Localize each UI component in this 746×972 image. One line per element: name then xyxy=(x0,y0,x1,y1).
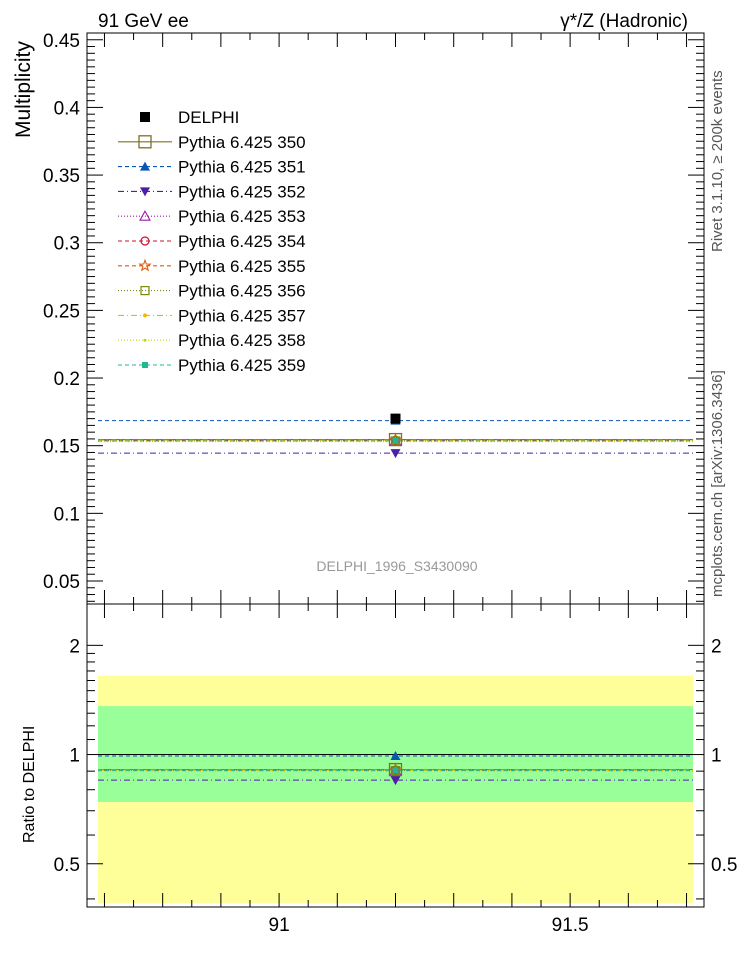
legend-marker-354 xyxy=(140,236,150,246)
ratio-marker-352 xyxy=(390,776,401,786)
legend-label-351: Pythia 6.425 351 xyxy=(178,158,306,177)
mcplots-label: mcplots.cern.ch [arXiv:1306.3436] xyxy=(709,370,726,597)
legend-label-353: Pythia 6.425 353 xyxy=(178,207,306,226)
legend-label-delphi: DELPHI xyxy=(178,108,239,127)
legend-label-355: Pythia 6.425 355 xyxy=(178,257,306,276)
legend-label-357: Pythia 6.425 357 xyxy=(178,306,306,325)
series-marker-359 xyxy=(392,437,399,444)
energy-label: 91 GeV ee xyxy=(98,11,189,32)
legend-label-350: Pythia 6.425 350 xyxy=(178,133,306,152)
legend-marker-359 xyxy=(142,362,148,368)
legend-label-352: Pythia 6.425 352 xyxy=(178,182,306,201)
legend-marker-357 xyxy=(143,313,147,318)
analysis-label: DELPHI_1996_S3430090 xyxy=(316,558,477,574)
ratio-y-tick-label-right: 0.5 xyxy=(711,855,737,876)
legend-label-356: Pythia 6.425 356 xyxy=(178,282,306,301)
ratio-y-tick-label-right: 2 xyxy=(711,636,722,657)
legend: DELPHI Pythia 6.425 350 Pythia 6.425 351 Py… xyxy=(118,108,306,375)
ratio-y-tick-label: 1 xyxy=(69,746,80,767)
process-label: γ*/Z (Hadronic) xyxy=(560,11,688,32)
y-tick-label: 0.45 xyxy=(43,31,80,52)
x-tick-label: 91.5 xyxy=(552,915,589,936)
rivet-label: Rivet 3.1.10, ≥ 200k events xyxy=(709,70,726,252)
ratio-y-tick-label: 2 xyxy=(69,636,80,657)
y-axis-label: Multiplicity xyxy=(12,41,35,138)
y-tick-label: 0.3 xyxy=(54,234,80,255)
legend-marker-358 xyxy=(143,338,147,342)
y-tick-label: 0.25 xyxy=(43,301,80,322)
legend-marker-355 xyxy=(138,258,152,272)
legend-marker-delphi xyxy=(140,112,150,122)
data-point-delphi xyxy=(390,413,401,424)
main-panel: 0.05 0.1 0.15 0.2 0.25 0.3 0.35 0.4 0.45 Multipli… xyxy=(12,31,705,605)
ratio-y-tick-label-right: 1 xyxy=(711,746,722,767)
x-tick-label: 91 xyxy=(269,915,290,936)
y-tick-label: 0.15 xyxy=(43,437,80,458)
legend-label-359: Pythia 6.425 359 xyxy=(178,356,306,375)
series-marker-352 xyxy=(390,449,401,459)
y-tick-label: 0.2 xyxy=(54,369,80,390)
y-tick-label: 0.4 xyxy=(54,98,81,119)
legend-marker-353 xyxy=(139,210,151,221)
ratio-y-axis-label: Ratio to DELPHI xyxy=(21,726,38,843)
legend-label-354: Pythia 6.425 354 xyxy=(178,232,306,251)
legend-marker-352 xyxy=(140,187,150,197)
ratio-marker-356 xyxy=(390,766,401,776)
y-tick-label: 0.35 xyxy=(43,166,80,187)
ratio-marker-351 xyxy=(390,750,401,760)
legend-label-358: Pythia 6.425 358 xyxy=(178,331,306,350)
legend-marker-356 xyxy=(140,286,150,296)
y-tick-label: 0.05 xyxy=(43,572,80,593)
legend-marker-351 xyxy=(140,161,150,171)
series-marker-356 xyxy=(390,436,401,446)
ratio-y-tick-label: 0.5 xyxy=(54,855,80,876)
ratio-panel: 0.5 0.5 1 1 2 2 91 91.5 Ratio to DELPHI xyxy=(21,603,737,936)
legend-marker-350 xyxy=(138,135,152,149)
ratio-marker-359 xyxy=(392,767,399,774)
y-tick-label: 0.1 xyxy=(54,504,80,525)
